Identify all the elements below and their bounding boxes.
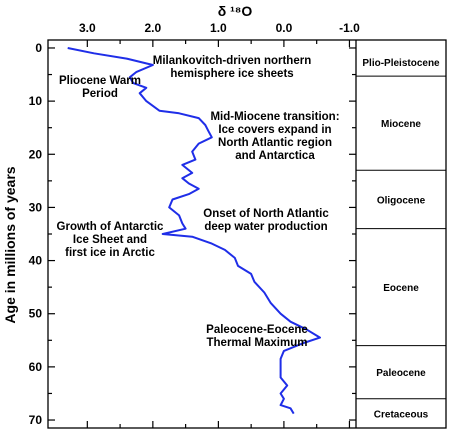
- annotation: Pliocene Warm Period: [59, 75, 141, 100]
- x-tick-label: 3.0: [79, 21, 96, 35]
- y-axis-title: Age in millions of years: [2, 166, 18, 323]
- y-tick-label: 0: [35, 41, 42, 55]
- y-tick-label: 60: [29, 360, 43, 374]
- annotation-line: Milankovitch-driven northern: [153, 55, 311, 67]
- epoch-label: Paleocene: [376, 368, 426, 379]
- y-tick-label: 50: [29, 307, 43, 321]
- epoch-label: Plio-Pleistocene: [362, 58, 440, 69]
- epoch-column: Plio-Pleistocene Miocene Oligocene Eocene Pa…: [356, 58, 446, 420]
- y-tick-label: 10: [29, 94, 43, 108]
- annotation: Milankovitch-driven northern hemisphere i…: [153, 55, 311, 80]
- annotation-line: Growth of Antarctic: [57, 221, 165, 233]
- annotation-line: Period: [82, 88, 118, 100]
- annotation-line: Ice covers expand in: [218, 124, 331, 136]
- annotation: Mid-Miocene transition: Ice covers expand…: [210, 111, 339, 162]
- epoch-label: Miocene: [381, 119, 421, 130]
- annotation-line: Thermal Maximum: [207, 337, 308, 349]
- annotations: Milankovitch-driven northern hemisphere i…: [57, 55, 340, 349]
- annotation-line: Paleocene-Eocene: [206, 324, 308, 336]
- axes: 3.0 2.0 1.0 0.0 -1.0 0 10 20 30 40 50 60 70: [29, 21, 447, 429]
- annotation-line: Onset of North Atlantic: [203, 208, 329, 220]
- annotation: Paleocene-Eocene Thermal Maximum: [206, 324, 308, 349]
- x-tick-label: -1.0: [339, 21, 360, 35]
- annotation-line: hemisphere ice sheets: [170, 68, 293, 80]
- annotation: Growth of Antarctic Ice Sheet and first ic…: [57, 221, 165, 259]
- x-tick-label: 0.0: [276, 21, 293, 35]
- series-line: [67, 47, 321, 415]
- y-tick-label: 30: [29, 200, 43, 214]
- annotation-line: and Antarctica: [235, 150, 315, 162]
- annotation-line: Mid-Miocene transition:: [210, 111, 339, 123]
- x-axis-title: δ ¹⁸O: [218, 3, 253, 19]
- x-tick-label: 1.0: [210, 21, 227, 35]
- epoch-label: Eocene: [383, 283, 419, 294]
- series-group: [67, 47, 321, 415]
- annotation-line: deep water production: [204, 221, 327, 233]
- y-tick-label: 70: [29, 413, 43, 427]
- annotation-line: Ice Sheet and: [73, 234, 147, 246]
- annotation-line: Pliocene Warm: [59, 75, 141, 87]
- epoch-label: Cretaceous: [374, 409, 429, 420]
- annotation-line: first ice in Arctic: [65, 247, 155, 259]
- x-tick-label: 2.0: [145, 21, 162, 35]
- annotation-line: North Atlantic region: [218, 137, 332, 149]
- annotation: Onset of North Atlantic deep water produc…: [203, 208, 329, 233]
- y-tick-label: 40: [29, 254, 43, 268]
- epoch-label: Oligocene: [377, 195, 426, 206]
- y-tick-label: 20: [29, 147, 43, 161]
